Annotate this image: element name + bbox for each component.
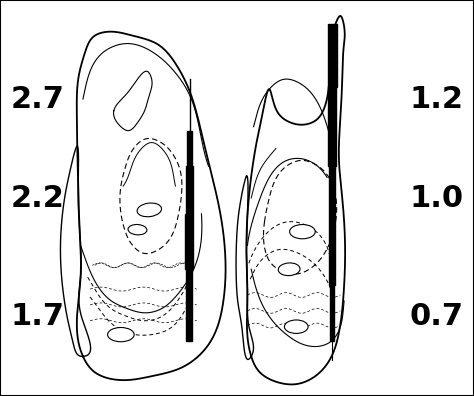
Polygon shape: [236, 176, 254, 360]
Polygon shape: [187, 131, 192, 166]
Polygon shape: [186, 166, 193, 214]
Polygon shape: [185, 214, 193, 269]
Polygon shape: [77, 32, 226, 380]
Ellipse shape: [128, 225, 147, 235]
Ellipse shape: [278, 263, 300, 276]
Text: 0.7: 0.7: [409, 302, 463, 331]
Polygon shape: [329, 166, 335, 226]
Polygon shape: [246, 16, 345, 385]
Polygon shape: [328, 87, 336, 166]
Text: 1.0: 1.0: [409, 183, 463, 213]
Ellipse shape: [137, 203, 162, 217]
Ellipse shape: [284, 320, 308, 333]
Ellipse shape: [290, 225, 315, 239]
Ellipse shape: [108, 327, 134, 342]
Polygon shape: [330, 285, 334, 341]
Polygon shape: [329, 226, 335, 285]
Polygon shape: [186, 269, 192, 341]
Polygon shape: [328, 24, 337, 87]
Text: 2.2: 2.2: [11, 183, 65, 213]
Polygon shape: [60, 146, 91, 356]
Text: 1.2: 1.2: [409, 84, 463, 114]
Text: 2.7: 2.7: [11, 84, 65, 114]
Text: 1.7: 1.7: [11, 302, 65, 331]
